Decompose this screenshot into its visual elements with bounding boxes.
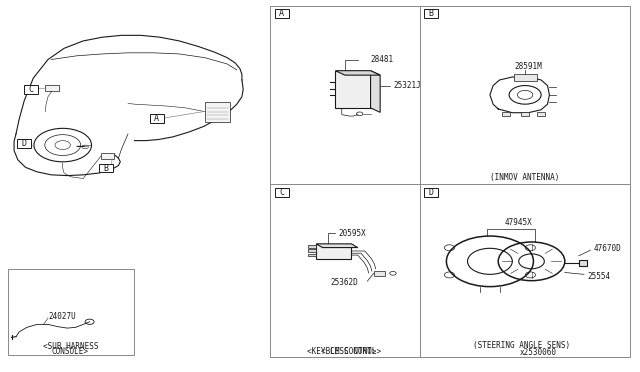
Text: 47670D: 47670D	[594, 244, 621, 253]
Polygon shape	[316, 244, 358, 248]
Bar	[205, 102, 230, 122]
Text: 28481: 28481	[371, 55, 394, 64]
Text: (STEERING ANGLE SENS): (STEERING ANGLE SENS)	[474, 341, 570, 350]
Text: A: A	[279, 9, 284, 18]
Text: B: B	[429, 9, 434, 18]
Bar	[45, 85, 59, 91]
Text: 24027U: 24027U	[48, 312, 76, 321]
Bar	[316, 244, 351, 260]
Bar	[8, 269, 134, 355]
Text: 25362D: 25362D	[330, 279, 358, 288]
Text: D: D	[429, 188, 434, 197]
Bar	[308, 254, 316, 257]
Text: <BCM CONTROL>: <BCM CONTROL>	[321, 347, 381, 356]
Bar	[99, 164, 113, 173]
Text: B: B	[103, 164, 108, 173]
Polygon shape	[335, 71, 380, 75]
Bar	[308, 245, 316, 248]
Text: x2530060: x2530060	[520, 348, 556, 357]
Text: 28591M: 28591M	[515, 62, 542, 71]
Bar	[275, 9, 289, 18]
Bar	[514, 74, 537, 81]
Bar	[424, 9, 438, 18]
Bar	[374, 271, 385, 276]
Text: 20595X: 20595X	[339, 229, 366, 238]
Bar	[538, 112, 545, 116]
Bar	[521, 112, 529, 116]
Bar	[17, 139, 31, 148]
Bar	[275, 188, 289, 197]
Text: (INMOV ANTENNA): (INMOV ANTENNA)	[490, 173, 560, 182]
Text: C: C	[28, 85, 33, 94]
Text: D: D	[22, 139, 27, 148]
Bar	[579, 260, 587, 266]
Bar	[502, 112, 509, 116]
Text: C: C	[279, 188, 284, 197]
Bar	[270, 6, 630, 357]
Text: <SUB HARNESS: <SUB HARNESS	[43, 342, 98, 351]
Bar	[424, 188, 438, 197]
Polygon shape	[371, 71, 380, 112]
Bar	[101, 153, 114, 159]
Bar	[335, 71, 371, 108]
Text: 47945X: 47945X	[505, 218, 532, 227]
Text: 25554: 25554	[588, 272, 611, 281]
Text: A: A	[154, 114, 159, 123]
Bar	[308, 249, 316, 252]
Text: <KEY LESS CONT>: <KEY LESS CONT>	[307, 347, 376, 356]
Bar	[24, 85, 38, 94]
Text: CONSOLE>: CONSOLE>	[52, 347, 89, 356]
Text: 25321J: 25321J	[393, 81, 420, 90]
Bar	[150, 114, 164, 123]
